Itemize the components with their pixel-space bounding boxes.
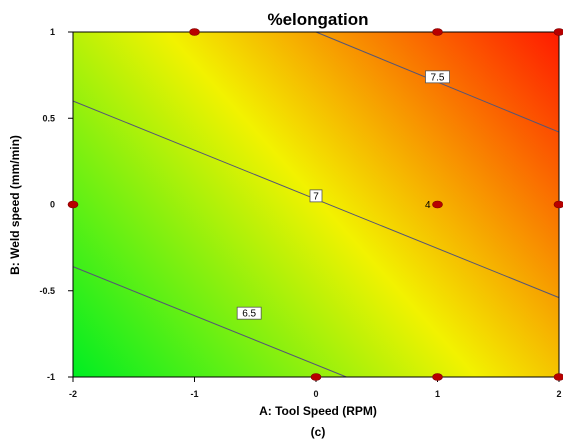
design-point (553, 28, 563, 36)
design-point (553, 373, 563, 381)
contour-label: 7.5 (431, 72, 445, 83)
figure-caption: (c) (311, 425, 326, 439)
y-axis-label: B: Weld speed (mm/min) (8, 135, 22, 275)
y-tick-label: -0.5 (39, 286, 55, 296)
x-axis-label: A: Tool Speed (RPM) (259, 404, 377, 418)
plot-area: 6.5 7 7.5 -2 -1 0 1 2 -1 -0.5 0 0.5 1 4 (39, 27, 563, 399)
design-point (189, 28, 200, 36)
design-point (432, 373, 443, 381)
x-tick-label: 2 (556, 389, 561, 399)
x-tick-label: -1 (190, 389, 198, 399)
replicate-count-label: 4 (425, 200, 431, 211)
design-point (67, 200, 79, 209)
y-tick-label: 0.5 (42, 113, 55, 123)
contour-line (72, 266, 347, 378)
design-point (310, 373, 322, 381)
design-point (432, 200, 443, 209)
y-tick-label: -1 (47, 372, 55, 382)
contour-label-box (425, 70, 450, 84)
contour-label-box (309, 189, 323, 203)
chart-title: %elongation (267, 10, 368, 29)
design-point (553, 200, 563, 209)
x-tick-label: 0 (313, 389, 318, 399)
y-tick-label: 1 (50, 27, 55, 37)
response-surface (73, 32, 559, 377)
contour-label-box (236, 306, 262, 320)
design-point (432, 28, 443, 36)
contour-label: 6.5 (242, 309, 256, 320)
y-tick-label: 0 (50, 200, 55, 210)
x-tick-label: -2 (69, 389, 77, 399)
x-tick-label: 1 (435, 389, 440, 399)
contour-label: 7 (313, 191, 319, 202)
